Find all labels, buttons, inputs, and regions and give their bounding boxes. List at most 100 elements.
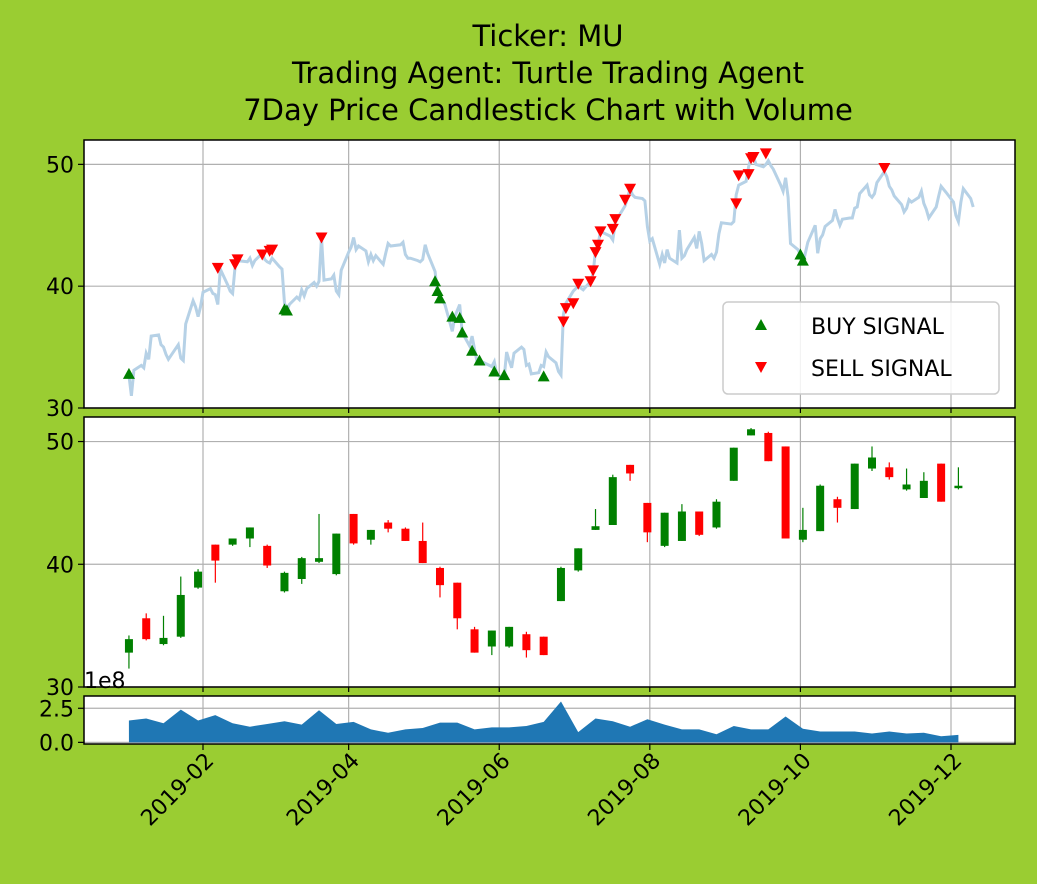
candle bbox=[833, 496, 842, 523]
candle bbox=[660, 512, 669, 548]
sell-marker bbox=[559, 303, 572, 315]
y-tick-label: 0.0 bbox=[39, 731, 74, 756]
candle bbox=[453, 582, 462, 630]
candle bbox=[228, 538, 237, 546]
candle-frame bbox=[83, 416, 1016, 688]
legend-buy-label: BUY SIGNAL bbox=[811, 315, 945, 340]
sell-marker bbox=[609, 214, 622, 226]
buy-marker bbox=[456, 326, 469, 338]
candle bbox=[280, 571, 289, 593]
candle bbox=[332, 533, 341, 576]
sell-marker bbox=[606, 223, 619, 235]
candle bbox=[868, 446, 877, 471]
candle bbox=[574, 548, 583, 572]
candle-body bbox=[816, 485, 825, 532]
legend: BUY SIGNAL SELL SIGNAL bbox=[722, 301, 1000, 395]
sell-marker bbox=[231, 254, 244, 266]
candle bbox=[919, 472, 928, 498]
buy-marker bbox=[537, 370, 550, 382]
candle-body bbox=[176, 594, 185, 637]
sell-marker bbox=[730, 198, 743, 210]
candle bbox=[816, 484, 825, 532]
title-line-ticker: Ticker: MU bbox=[471, 19, 623, 53]
candle bbox=[315, 513, 324, 564]
sell-marker bbox=[266, 244, 279, 256]
x-tick-label: 2019-10 bbox=[734, 749, 817, 832]
candle-body bbox=[902, 484, 911, 490]
candle-body bbox=[626, 464, 635, 474]
candle-body bbox=[608, 477, 617, 525]
candle-body bbox=[453, 582, 462, 619]
candle-body bbox=[401, 528, 410, 541]
candle-body bbox=[384, 522, 393, 529]
candle-body bbox=[747, 429, 756, 436]
candle-body bbox=[418, 540, 427, 564]
candle bbox=[124, 635, 133, 669]
candle bbox=[487, 630, 496, 656]
y-tick-label: 40 bbox=[46, 275, 74, 300]
volume-y-ticks: 0.02.5 bbox=[39, 697, 84, 756]
sell-marker bbox=[747, 152, 760, 164]
candle-y-ticks: 30 40 50 bbox=[46, 431, 84, 701]
candle bbox=[522, 631, 531, 658]
candle bbox=[591, 509, 600, 530]
candle-body bbox=[211, 544, 220, 561]
sell-marker bbox=[594, 226, 607, 238]
candle-body bbox=[470, 629, 479, 653]
buy-marker bbox=[466, 344, 479, 356]
candlestick-panel: 30 40 50 bbox=[46, 416, 1016, 701]
sell-marker bbox=[584, 276, 597, 288]
candle bbox=[505, 626, 514, 648]
candle bbox=[608, 474, 617, 525]
candle-body bbox=[194, 571, 203, 588]
candle-plot-area bbox=[84, 417, 1015, 687]
candle-body bbox=[885, 467, 894, 478]
legend-buy-marker bbox=[755, 319, 767, 330]
legend-sell-marker bbox=[755, 362, 767, 373]
buy-marker bbox=[473, 354, 486, 366]
sell-marker bbox=[587, 265, 600, 277]
x-tick-label: 2019-06 bbox=[433, 749, 516, 832]
candle-body bbox=[315, 558, 324, 562]
candle-body bbox=[868, 457, 877, 469]
legend-sell-label: SELL SIGNAL bbox=[811, 357, 952, 382]
candle bbox=[850, 463, 859, 510]
candle-body bbox=[297, 558, 306, 579]
candle bbox=[695, 511, 704, 537]
volume-offset-label: 1e8 bbox=[84, 669, 126, 694]
candle bbox=[435, 566, 444, 598]
y-tick-label: 50 bbox=[46, 153, 74, 178]
close-price-line bbox=[127, 155, 975, 396]
y-tick-label: 50 bbox=[46, 431, 74, 456]
candle-body bbox=[591, 526, 600, 530]
candle-body bbox=[159, 637, 168, 645]
candle bbox=[954, 467, 963, 490]
candle-body bbox=[332, 533, 341, 575]
price-panel: 30 40 50 BUY SIGNAL SELL SIGNAL bbox=[46, 139, 1016, 422]
buy-marker bbox=[280, 304, 293, 316]
candle bbox=[643, 502, 652, 543]
candle bbox=[142, 613, 151, 641]
title-line-chart: 7Day Price Candlestick Chart with Volume bbox=[243, 93, 853, 127]
candle-body bbox=[349, 513, 358, 544]
sell-marker bbox=[315, 232, 328, 244]
candle-body bbox=[228, 538, 237, 545]
legend-box bbox=[722, 301, 1000, 395]
buy-marker bbox=[122, 367, 135, 379]
volume-area bbox=[128, 701, 959, 743]
x-tick-label: 2019-04 bbox=[282, 749, 365, 832]
candle bbox=[747, 428, 756, 436]
buy-marker bbox=[498, 369, 511, 381]
buy-marker bbox=[446, 310, 459, 322]
candle bbox=[470, 626, 479, 653]
sell-marker bbox=[211, 262, 224, 274]
candle-body bbox=[712, 501, 721, 528]
candle-body bbox=[574, 548, 583, 571]
candle-body bbox=[142, 618, 151, 640]
y-tick-label: 30 bbox=[46, 676, 74, 701]
candle bbox=[245, 527, 254, 548]
volume-frame bbox=[83, 695, 1016, 745]
buy-marker bbox=[488, 365, 501, 377]
candle bbox=[194, 569, 203, 589]
